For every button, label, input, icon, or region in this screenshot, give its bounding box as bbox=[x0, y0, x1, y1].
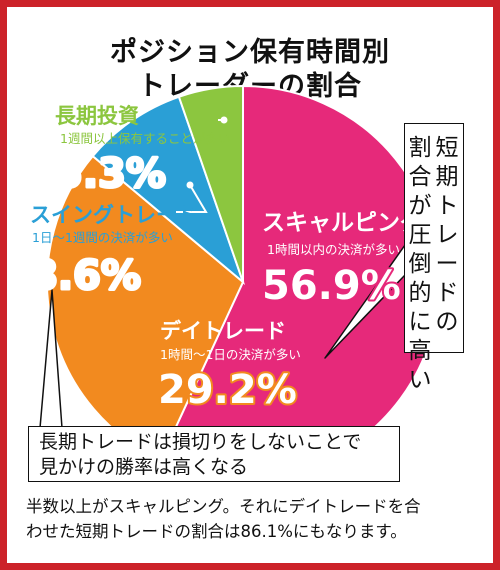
footer-line1: 半数以上がスキャルピング。それにデイトレードを合 bbox=[26, 497, 421, 516]
chart-title-line1: ポジション保有時間別 bbox=[110, 37, 390, 68]
slice-note-long: 1週間以上保有することが多い bbox=[60, 131, 230, 146]
leader-line-swing bbox=[176, 184, 208, 213]
leader-dot-long bbox=[220, 116, 228, 124]
slice-note-swing: 1日〜1週間の決済が多い bbox=[32, 230, 173, 245]
slice-note-scalping: 1時間以内の決済が多い bbox=[267, 242, 400, 257]
slice-note-day: 1時間〜1日の決済が多い bbox=[160, 347, 301, 362]
callout-short-term-dominant: 短期トレードの 割合が圧倒的に高い bbox=[404, 123, 464, 393]
footer-line2: わせた短期トレードの割合は86.1%にもなります。 bbox=[26, 522, 407, 541]
slice-name-swing: スイングトレード bbox=[30, 203, 198, 227]
callout-bottom-line2: 見かけの勝率は高くなる bbox=[39, 456, 249, 478]
callout-right-column-1: 短期トレードの bbox=[435, 135, 459, 335]
slice-value-long: 5.3% bbox=[55, 151, 166, 197]
leader-dot-swing bbox=[186, 181, 194, 189]
pie-slice-swing bbox=[91, 95, 246, 286]
callout-long-term-winrate: 長期トレードは損切りをしないことで 見かけの勝率は高くなる bbox=[28, 426, 400, 482]
slice-value-swing: 8.6% bbox=[30, 253, 141, 299]
slice-name-day: デイトレード bbox=[160, 319, 286, 343]
slice-name-scalping: スキャルピング bbox=[262, 209, 423, 236]
pie-slice-long bbox=[177, 84, 244, 283]
callout-bottom-line1: 長期トレードは損切りをしないことで bbox=[39, 431, 362, 453]
slice-value-scalping: 56.9% bbox=[262, 263, 401, 309]
callout-right-column-2: 割合が圧倒的に高い bbox=[408, 135, 432, 393]
footer-note: 半数以上がスキャルピング。それにデイトレードを合 わせた短期トレードの割合は86… bbox=[26, 494, 478, 544]
slice-value-day: 29.2% bbox=[158, 367, 297, 413]
slice-name-long: 長期投資 bbox=[55, 104, 139, 128]
